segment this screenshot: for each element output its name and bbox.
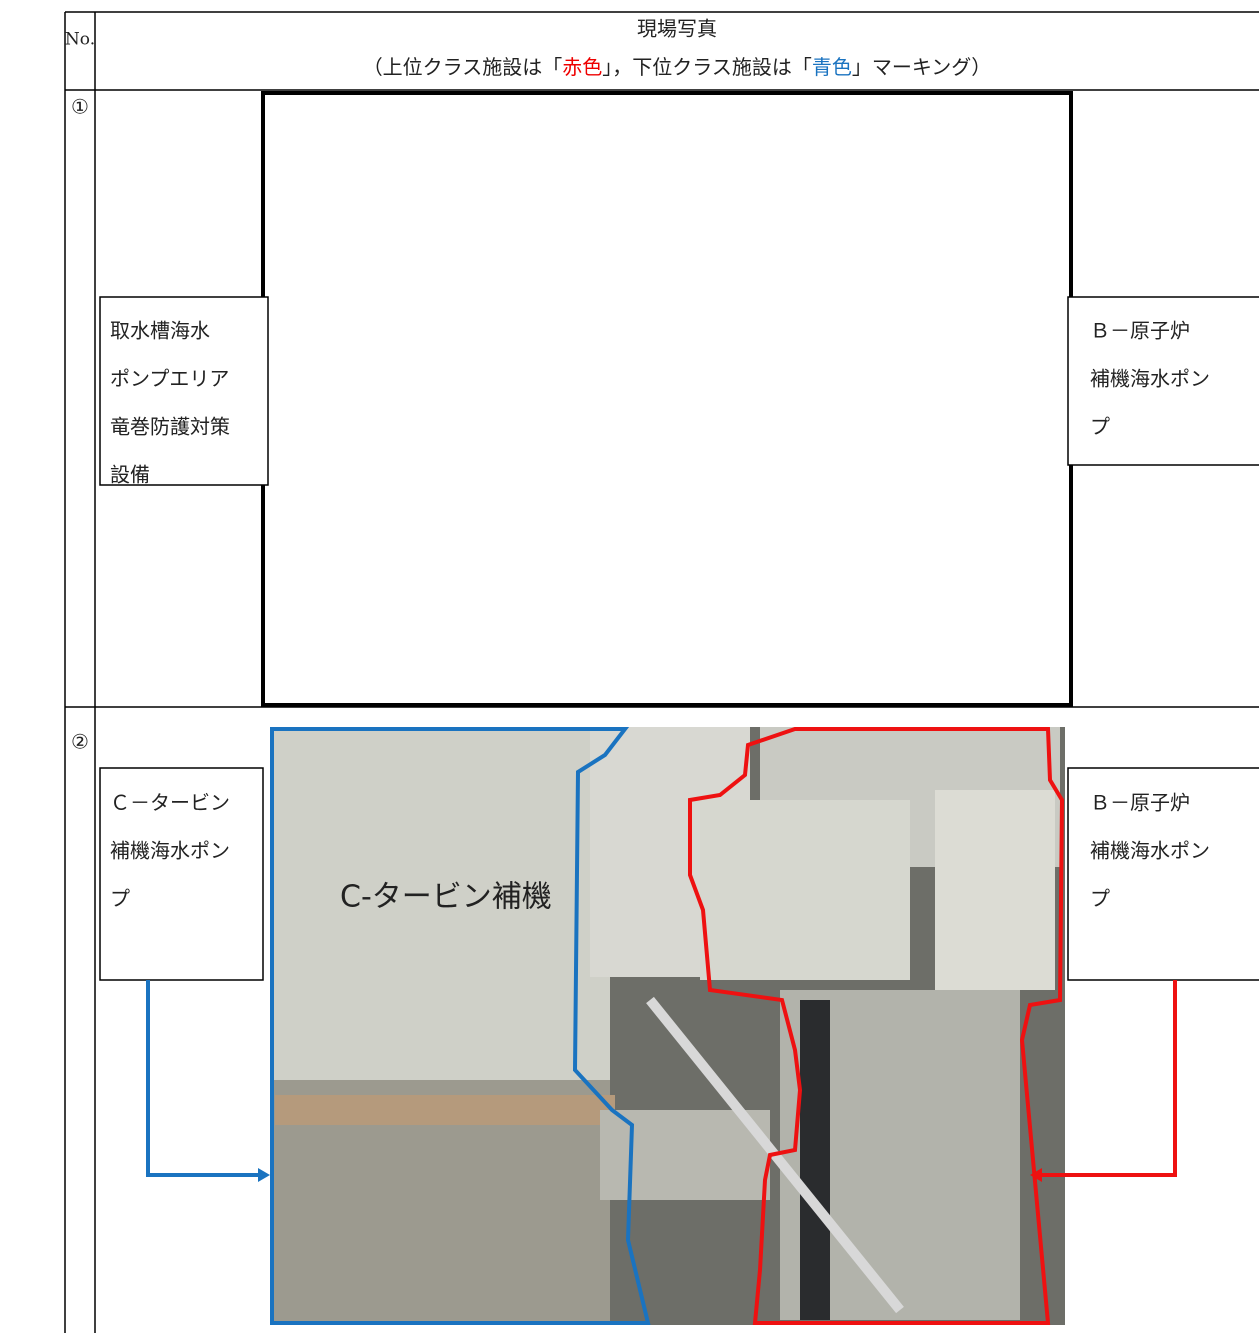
arrowhead [258,1168,270,1182]
legend-text: 」，下位クラス施設は「 [602,55,812,79]
label-line: 設備 [110,463,150,487]
label-box [99,767,264,981]
legend-text: （上位クラス施設は「 [363,55,563,79]
label-line: Ｂ－原子炉 [1090,791,1190,815]
row-no: ① [71,95,89,119]
header-no: No. [65,30,95,50]
header-title: 現場写真 [637,17,717,41]
label-line: 補機海水ポン [110,839,230,863]
arrow [1040,980,1177,1177]
legend-red: 赤色 [562,55,602,79]
row-no: ② [71,730,89,754]
photo-frame [261,91,1073,707]
label-line: プ [1090,415,1110,439]
label-line: Ｃ－タービン [110,791,230,815]
label-box [1067,296,1259,466]
label-line: 竜巻防護対策 [110,415,230,439]
arrowhead [1030,1168,1042,1182]
legend-blue: 青色 [812,55,852,79]
label-line: 取水槽海水 [110,319,210,343]
label-line: Ｂ－原子炉 [1090,319,1190,343]
legend-text: 」マーキング） [852,55,991,79]
arrow [146,980,262,1177]
photo: C-タービン補機 [270,727,1065,1325]
photo-text: C-タービン補機 [340,880,552,915]
label-box [1067,767,1259,981]
label-line: ポンプエリア [110,367,229,391]
label-line: 補機海水ポン [1090,839,1210,863]
label-box [99,296,269,486]
header-legend: （上位クラス施設は「赤色」，下位クラス施設は「青色」マーキング） [363,55,992,79]
label-line: 補機海水ポン [1090,367,1210,391]
label-line: プ [1090,887,1110,911]
label-line: プ [110,887,130,911]
